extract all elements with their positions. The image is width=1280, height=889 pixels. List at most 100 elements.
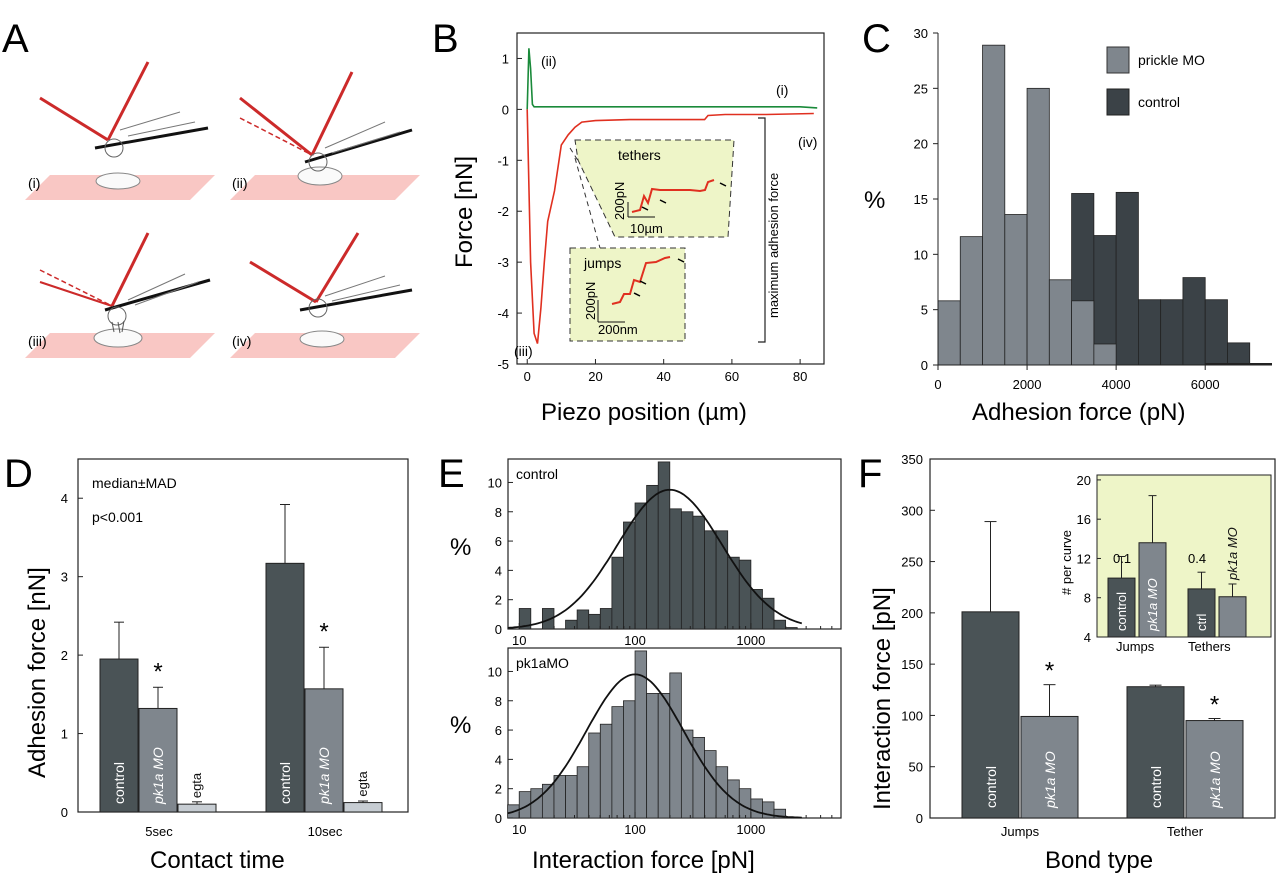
inset-jumps: jumps 200pN 200nm — [569, 157, 686, 342]
panel-d-note-p: p<0.001 — [92, 509, 143, 525]
f-ytick-label: 250 — [901, 555, 923, 570]
f-category-label: Tether — [1167, 824, 1204, 839]
e-hist-bar — [588, 613, 601, 630]
stage-label-i: (i) — [28, 175, 40, 191]
c-ytick-label: 20 — [914, 137, 928, 152]
b-xtick-label: 20 — [588, 369, 602, 384]
stage-label-ii: (ii) — [232, 175, 248, 191]
e-hist-bar — [669, 672, 682, 819]
e-xtick-label: 100 — [624, 633, 646, 648]
c-ytick-label: 15 — [914, 192, 928, 207]
panel-d-letter: D — [4, 452, 33, 496]
panel-b-ylabel: Force [nN] — [451, 156, 478, 268]
legend-label-control: control — [1138, 94, 1180, 110]
inset-jumps-arrows — [633, 258, 685, 297]
panel-b: B 0 20 40 60 80 1 0 -1 -2 -3 -4 -5 Piezo position (… — [432, 17, 825, 426]
panel-c-ylabel: % — [864, 187, 885, 214]
e-ytick-label: 4 — [495, 563, 502, 578]
f-bar-label: pk1a MO — [1207, 751, 1223, 809]
inset-tethers-scale-x-label: 10µm — [630, 221, 663, 236]
c-ytick-label: 25 — [914, 81, 928, 96]
d-bar-label: control — [277, 762, 293, 804]
e-hist-bar — [576, 766, 590, 819]
d-bar-egta — [343, 802, 383, 813]
f-inset-bar — [1138, 542, 1167, 638]
cell-iii — [93, 328, 143, 348]
f-inset-bar — [1187, 588, 1216, 638]
hist-bar-prickle — [1048, 279, 1073, 366]
inset-tethers-arrows — [641, 182, 727, 211]
d-bar-label: pk1a MO — [150, 747, 166, 805]
f-inset-bar — [1218, 596, 1247, 638]
e-hist-bar — [518, 608, 532, 630]
inset-jumps-scale-y-label: 200pN — [583, 282, 598, 320]
b-xtick-label: 80 — [793, 369, 807, 384]
f-inset-bar-label: pk1a MO — [1225, 527, 1240, 581]
b-ytick-label: -4 — [497, 306, 509, 321]
laser-in-ii-solid — [239, 96, 313, 157]
hist-bar-prickle — [982, 44, 1006, 366]
panel-d-frame — [77, 458, 409, 813]
e-hist-bar — [646, 693, 659, 819]
f-ytick-label: 0 — [916, 811, 923, 826]
e-xtick-label: 1000 — [736, 633, 765, 648]
panel-a-letter: A — [2, 17, 29, 61]
max-adhesion-label: maximum adhesion force — [766, 173, 781, 318]
e-hist-bar — [750, 798, 763, 819]
max-adhesion-bracket — [758, 117, 766, 343]
point-label-iii: (iii) — [514, 343, 533, 359]
f-bar-pk1a — [1020, 715, 1079, 819]
hist-bar-prickle — [1004, 214, 1028, 366]
e-fit-curve — [507, 673, 802, 819]
b-ytick-label: -3 — [497, 255, 509, 270]
f-bar-label: control — [1148, 766, 1164, 808]
d-significance-star: * — [153, 658, 162, 685]
d-ytick-label: 1 — [61, 727, 68, 742]
e-ytick-label: 10 — [488, 664, 502, 679]
panel-d-note-median: median±MAD — [92, 475, 177, 491]
d-category-label: 5sec — [145, 824, 173, 839]
chip-ii — [324, 121, 401, 154]
f-bar-label: pk1a MO — [1042, 751, 1058, 809]
c-xtick-label: 6000 — [1191, 377, 1220, 392]
bead-ii — [308, 152, 328, 172]
hist-bar-control — [1227, 342, 1251, 366]
afm-stage-i: (i) — [25, 61, 215, 200]
panel-f-frame — [929, 458, 1276, 819]
hist-bar-control — [1160, 299, 1184, 366]
e-hist-bar — [611, 556, 624, 630]
inset-jumps-trace — [611, 256, 671, 305]
panel-e-top-subtitle: control — [516, 466, 558, 482]
e-xtick-label: 100 — [624, 822, 646, 837]
e-hist-bar — [669, 508, 682, 630]
hist-bar-control — [1115, 191, 1139, 366]
f-category-label: Jumps — [1001, 824, 1040, 839]
e-hist-bar — [565, 619, 578, 630]
f-ytick-label: 350 — [901, 452, 923, 467]
b-xtick-label: 40 — [656, 369, 670, 384]
inset-tethers-trace — [631, 179, 715, 213]
e-hist-bar — [773, 619, 787, 630]
e-fit-curve — [507, 488, 803, 629]
panel-c-xlabel: Adhesion force (pN) — [972, 399, 1185, 426]
d-bar-pk1a — [304, 688, 344, 813]
laser-in-iii-solid — [39, 281, 113, 307]
stage-label-iii: (iii) — [28, 333, 47, 349]
cantilever-iv — [299, 288, 413, 312]
e-hist-bar — [588, 732, 601, 819]
panel-f: F control pk1a MO * Jumps control pk1a MO * Tet… — [858, 452, 1276, 874]
e-hist-bar — [657, 461, 671, 630]
cell-ii — [297, 166, 343, 186]
laser-in-ii — [239, 117, 313, 156]
f-inset-bar-label: pk1a MO — [1145, 578, 1160, 632]
e-hist-bar — [541, 608, 555, 630]
e-ytick-label: 10 — [488, 475, 502, 490]
point-label-ii: (ii) — [541, 53, 557, 69]
d-significance-star: * — [319, 618, 328, 645]
panel-b-lines — [526, 48, 818, 344]
afm-stage-ii: (ii) — [230, 71, 420, 200]
e-ytick-label: 2 — [495, 593, 502, 608]
panel-f-letter: F — [858, 452, 882, 496]
e-hist-bar — [692, 515, 705, 630]
c-xtick-label: 0 — [934, 377, 941, 392]
